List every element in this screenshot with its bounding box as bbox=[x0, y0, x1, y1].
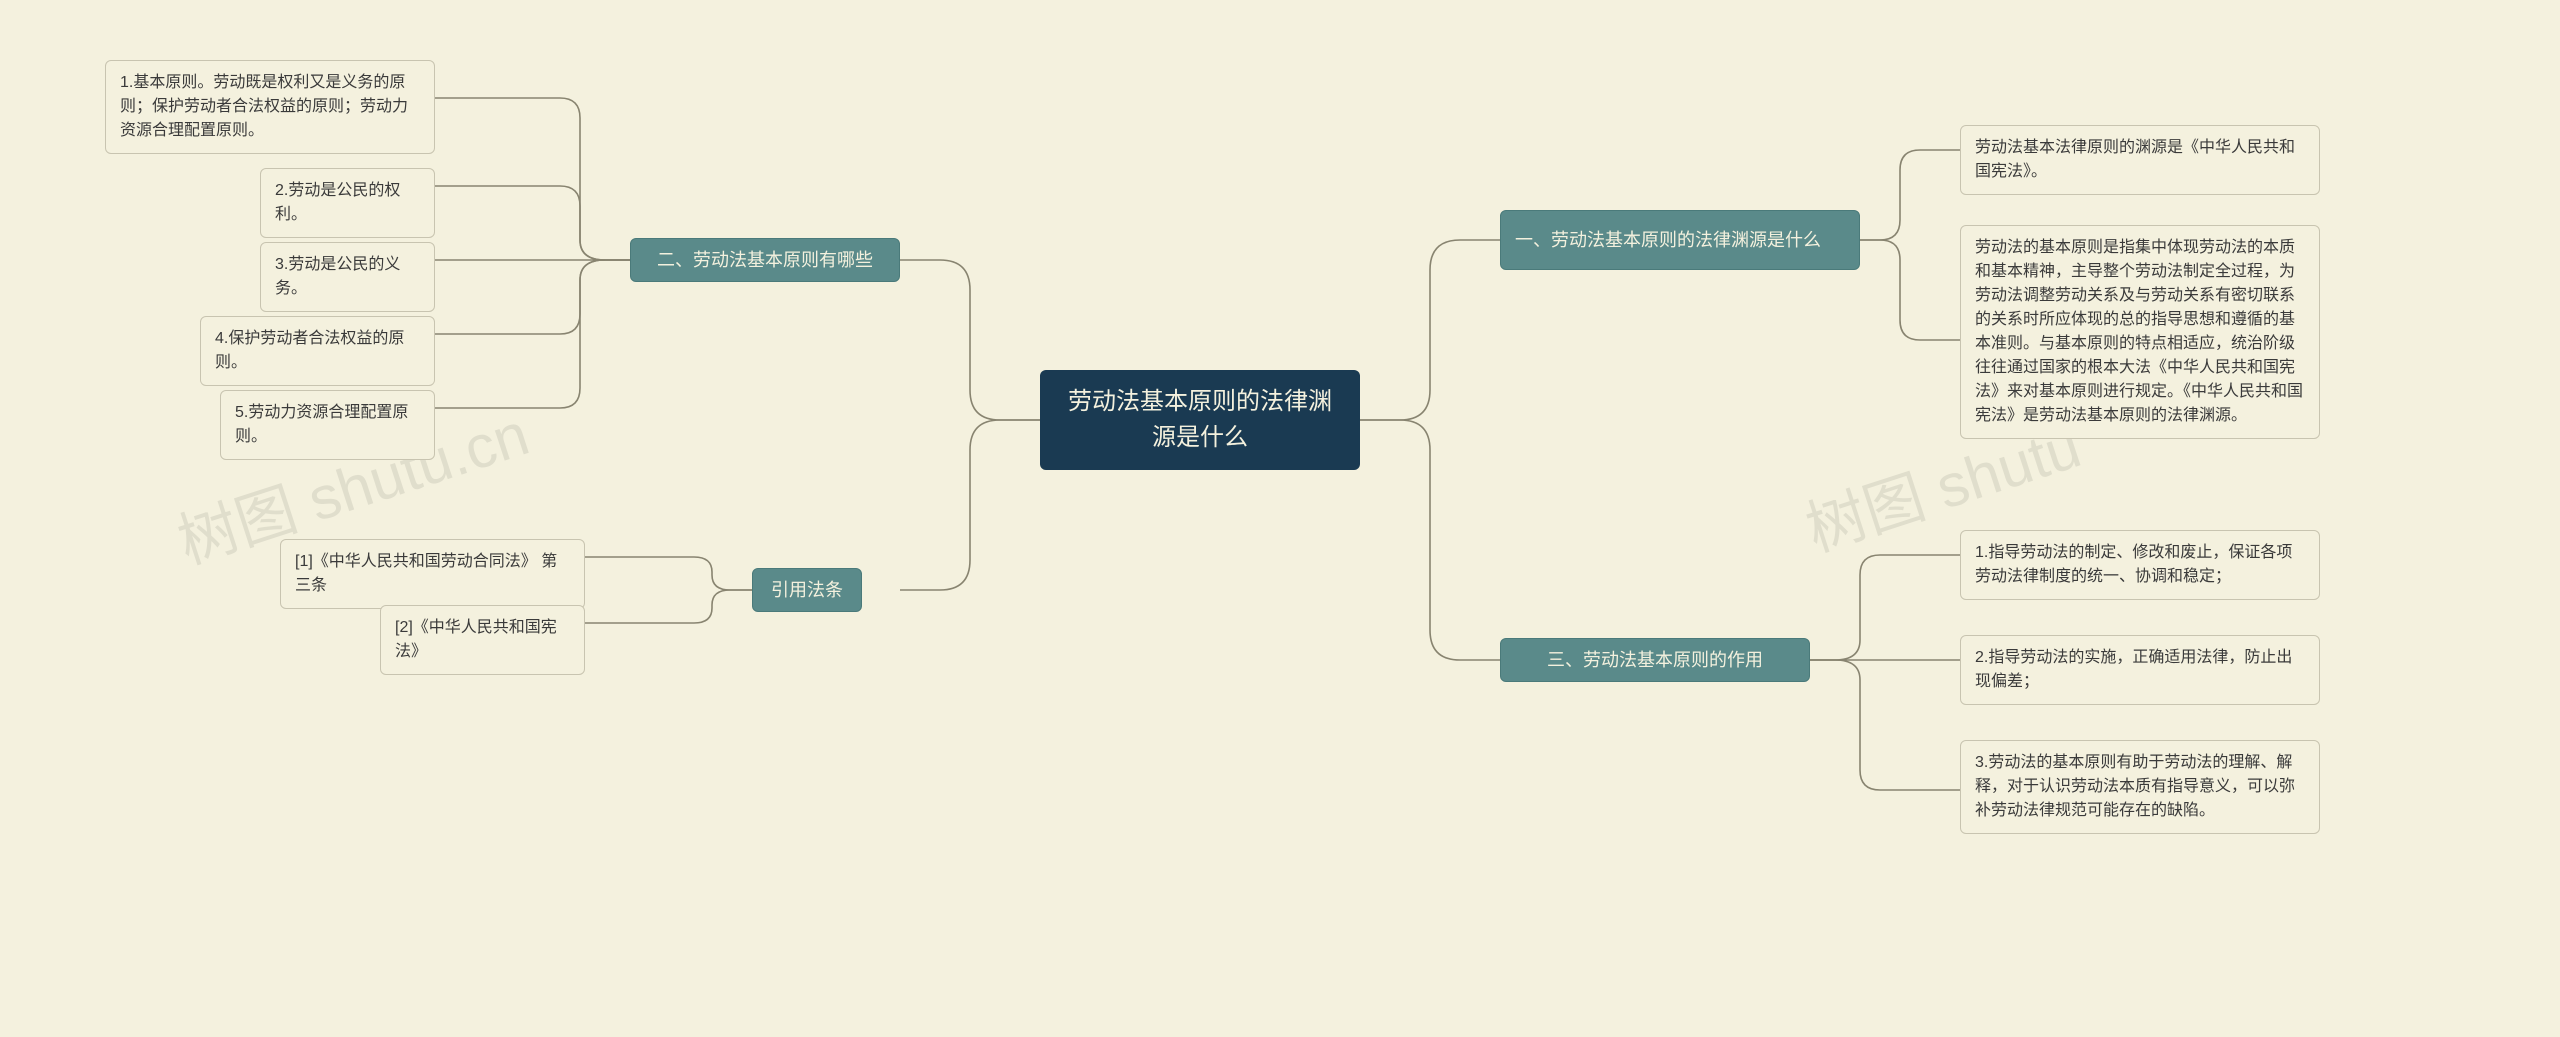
branch-1-leaf-2: 劳动法的基本原则是指集中体现劳动法的本质和基本精神，主导整个劳动法制定全过程，为… bbox=[1960, 225, 2320, 439]
branch-3[interactable]: 三、劳动法基本原则的作用 bbox=[1500, 638, 1810, 682]
branch-4[interactable]: 引用法条 bbox=[752, 568, 862, 612]
branch-3-leaf-3: 3.劳动法的基本原则有助于劳动法的理解、解释，对于认识劳动法本质有指导意义，可以… bbox=[1960, 740, 2320, 834]
branch-4-leaf-2: [2]《中华人民共和国宪法》 bbox=[380, 605, 585, 675]
branch-1-leaf-1: 劳动法基本法律原则的渊源是《中华人民共和国宪法》。 bbox=[1960, 125, 2320, 195]
branch-1[interactable]: 一、劳动法基本原则的法律渊源是什么 bbox=[1500, 210, 1860, 270]
branch-2[interactable]: 二、劳动法基本原则有哪些 bbox=[630, 238, 900, 282]
branch-2-leaf-4: 4.保护劳动者合法权益的原则。 bbox=[200, 316, 435, 386]
branch-2-leaf-2: 2.劳动是公民的权利。 bbox=[260, 168, 435, 238]
branch-2-leaf-3: 3.劳动是公民的义务。 bbox=[260, 242, 435, 312]
branch-2-leaf-5: 5.劳动力资源合理配置原则。 bbox=[220, 390, 435, 460]
branch-4-leaf-1: [1]《中华人民共和国劳动合同法》 第三条 bbox=[280, 539, 585, 609]
mindmap-root[interactable]: 劳动法基本原则的法律渊源是什么 bbox=[1040, 370, 1360, 470]
branch-2-leaf-1: 1.基本原则。劳动既是权利又是义务的原则；保护劳动者合法权益的原则；劳动力资源合… bbox=[105, 60, 435, 154]
branch-3-leaf-1: 1.指导劳动法的制定、修改和废止，保证各项劳动法律制度的统一、协调和稳定； bbox=[1960, 530, 2320, 600]
branch-3-leaf-2: 2.指导劳动法的实施，正确适用法律，防止出现偏差； bbox=[1960, 635, 2320, 705]
